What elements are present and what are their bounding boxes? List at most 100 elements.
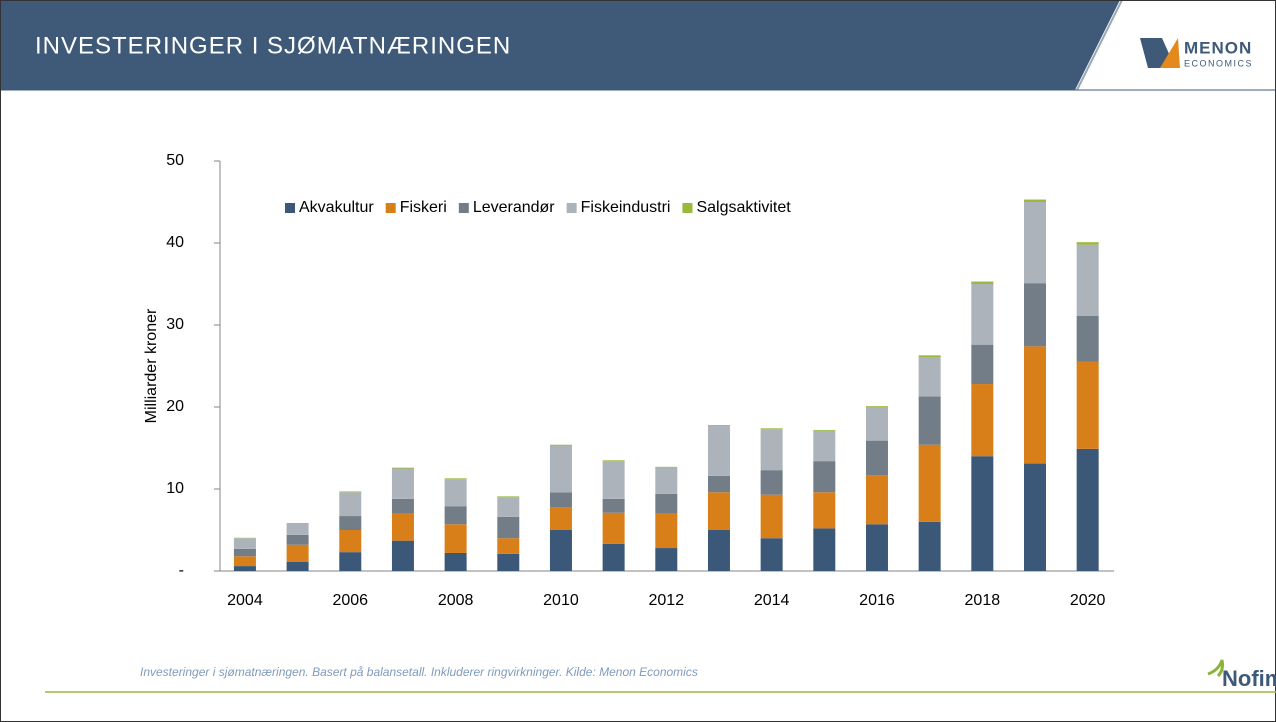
bar-segment: [813, 429, 836, 431]
brand-text: Nofima: [1222, 666, 1276, 691]
bar-segment: [602, 460, 625, 462]
bar-segment: [760, 429, 783, 471]
bar-segment: [339, 552, 362, 571]
bar-segment: [971, 281, 994, 284]
bar-segment: [707, 425, 730, 426]
bar-segment: [707, 492, 730, 530]
bar-segment: [602, 543, 625, 571]
bar-segment: [339, 491, 362, 493]
x-tick-label: 2008: [438, 592, 474, 609]
bar-segment: [1076, 244, 1099, 316]
bar-segment: [497, 553, 520, 571]
bar-segment: [971, 456, 994, 571]
bar-segment: [707, 425, 730, 476]
header-edge: [1076, 0, 1123, 91]
bar-segment: [813, 528, 836, 571]
plot: - 10 20 30 40 50 2004 2006 2008 2010 2012 2014 2016 2…: [166, 152, 1114, 609]
bar-segment: [655, 548, 678, 571]
bar-segment: [813, 492, 836, 529]
bar-segment: [233, 538, 256, 549]
legend-swatch: [285, 203, 295, 213]
bar-segment: [760, 470, 783, 495]
legend-label: Akvakultur: [299, 199, 374, 216]
slide-title: INVESTERINGER I SJØMATNÆRINGEN: [35, 32, 511, 59]
bar-segment: [497, 516, 520, 539]
bar-segment: [233, 548, 256, 557]
bar-segment: [391, 513, 414, 541]
bar-segment: [971, 384, 994, 457]
bar-segment: [655, 466, 678, 468]
bar-segment: [602, 461, 625, 499]
bar-segment: [918, 355, 941, 357]
bar-segment: [865, 524, 888, 571]
bar-segment: [444, 524, 467, 553]
legend-swatch: [682, 203, 693, 213]
y-tick-label: 40: [166, 234, 184, 251]
legend-label: Fiskeri: [400, 199, 447, 216]
bar-segment: [918, 396, 941, 445]
bar-segment: [444, 552, 467, 571]
bar-segment: [918, 521, 941, 571]
legend-label: Fiskeindustri: [581, 199, 671, 216]
bar-segment: [1076, 448, 1099, 571]
brand-icon: [1207, 659, 1224, 678]
bar-segment: [1023, 463, 1046, 571]
footnote: Investeringer i sjømatnæringen. Basert p…: [140, 665, 698, 679]
logo-subtext: ECONOMICS: [1184, 58, 1253, 68]
x-tick-label: 2010: [543, 592, 579, 609]
bar-segment: [655, 493, 678, 514]
bar-segment: [391, 540, 414, 571]
bar-segment: [813, 461, 836, 493]
bar-segment: [549, 492, 572, 508]
y-tick-label: 10: [166, 480, 184, 497]
x-tick-label: 2014: [754, 592, 790, 609]
bar-segment: [971, 284, 994, 345]
bar-segment: [233, 556, 256, 567]
legend-label: Leverandør: [473, 199, 555, 216]
legend-swatch: [385, 203, 396, 213]
bar-segment: [865, 406, 888, 407]
bar-segment: [339, 516, 362, 530]
y-tick-label: -: [179, 562, 184, 579]
y-axis-label: Milliarder kroner: [143, 308, 160, 423]
legend-swatch: [458, 203, 469, 213]
x-tick-label: 2020: [1070, 592, 1106, 609]
bar-segment: [1023, 283, 1046, 347]
bar-segment: [1076, 361, 1099, 449]
bar-segment: [391, 498, 414, 514]
bar-segment: [1023, 202, 1046, 284]
bar-segment: [918, 444, 941, 522]
bar-segment: [655, 467, 678, 494]
bar-segment: [497, 497, 520, 517]
x-tick-label: 2016: [859, 592, 895, 609]
bar-segment: [707, 530, 730, 571]
bar-segment: [497, 538, 520, 554]
logo-text: MENON: [1184, 38, 1252, 57]
bar-segment: [1023, 346, 1046, 464]
bar-segment: [549, 445, 572, 493]
bar-segment: [549, 444, 572, 446]
bar-segment: [233, 566, 256, 571]
bar-segment: [391, 467, 414, 469]
bar-segment: [602, 512, 625, 544]
x-tick-label: 2004: [227, 592, 263, 609]
bar-segment: [1023, 199, 1046, 202]
bar-segment: [549, 530, 572, 571]
bar-segment: [918, 356, 941, 397]
logo-mark: [1140, 38, 1178, 68]
bar-segment: [602, 498, 625, 513]
bar-segment: [286, 561, 309, 571]
bar-segment: [286, 534, 309, 545]
x-tick-label: 2006: [332, 592, 368, 609]
bar-segment: [971, 344, 994, 385]
x-tick-label: 2012: [649, 592, 685, 609]
bar-segment: [549, 507, 572, 530]
bar-segment: [391, 468, 414, 499]
bar-segment: [1076, 242, 1099, 245]
bar-segment: [497, 496, 520, 498]
bar-segment: [286, 544, 309, 562]
bar-segment: [286, 523, 309, 535]
y-tick-label: 50: [166, 152, 184, 169]
